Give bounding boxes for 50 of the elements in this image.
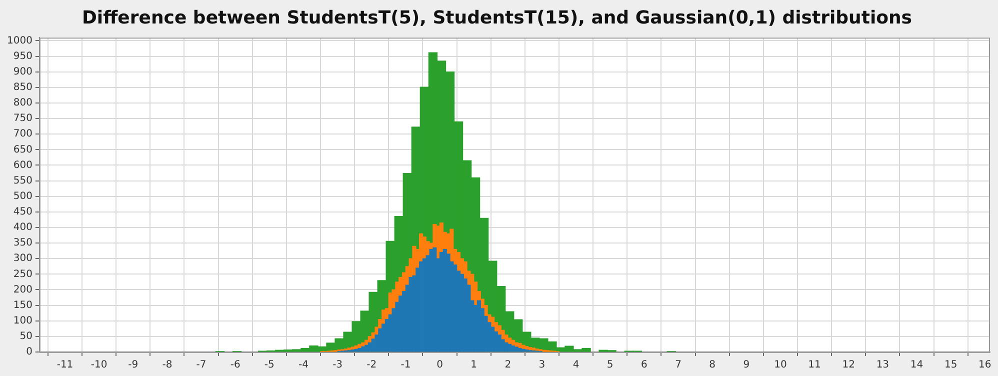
x-tick-label: 12	[842, 360, 855, 371]
x-tick-label: 3	[538, 360, 546, 371]
y-tick-label: 750	[13, 113, 32, 124]
x-tick-label: 8	[709, 360, 716, 371]
y-tick-label: 1000	[6, 35, 32, 46]
y-tick-label: 450	[13, 206, 32, 218]
y-tick-label: 600	[13, 160, 32, 171]
y-tick-label: 250	[13, 268, 32, 280]
x-tick-label: 13	[876, 360, 890, 371]
x-tick-label: 2	[504, 360, 512, 371]
x-tick-label: -11	[56, 360, 74, 371]
y-tick-label: 150	[13, 300, 32, 311]
x-tick-label: -10	[90, 360, 108, 371]
chart-title: Difference between StudentsT(5), StudentsT(15), and Gaussian(0,1) distributions	[82, 7, 912, 28]
y-tick-label: 650	[13, 144, 32, 156]
y-tick-label: 350	[13, 238, 32, 249]
y-tick-label: 900	[13, 66, 32, 78]
y-tick-label: 850	[13, 82, 32, 93]
x-tick-label: -3	[332, 360, 343, 371]
y-tick-label: 0	[26, 346, 32, 358]
x-tick-label: 4	[572, 360, 580, 371]
y-tick-label: 700	[13, 128, 32, 140]
x-tick-label: -1	[400, 360, 411, 371]
y-tick-label: 550	[13, 175, 32, 186]
x-tick-label: 1	[470, 360, 478, 371]
y-tick-label: 500	[13, 190, 32, 202]
x-tick-label: -7	[196, 360, 206, 371]
x-tick-label: 10	[774, 360, 787, 371]
x-tick-label: -8	[162, 360, 172, 371]
x-tick-label: 9	[743, 360, 750, 371]
x-tick-label: -9	[128, 360, 138, 371]
x-tick-label: -2	[366, 360, 377, 371]
x-tick-label: 14	[910, 360, 924, 371]
y-tick-label: 200	[13, 284, 32, 296]
x-tick-label: 0	[436, 360, 443, 371]
x-tick-label: -4	[298, 360, 308, 371]
x-tick-label: 5	[606, 360, 614, 371]
x-tick-label: 15	[944, 360, 958, 371]
x-tick-label: 16	[978, 360, 992, 371]
x-tick-label: -5	[264, 360, 274, 371]
y-tick-label: 400	[13, 222, 32, 234]
y-tick-label: 800	[13, 98, 32, 109]
x-tick-label: 7	[675, 360, 682, 371]
x-tick-label: 11	[808, 360, 821, 371]
y-tick-label: 300	[13, 253, 32, 264]
y-tick-label: 50	[20, 331, 32, 342]
y-tick-label: 100	[13, 315, 32, 326]
x-tick-label: 6	[641, 360, 648, 371]
y-tick-label: 950	[13, 50, 32, 62]
x-tick-label: -6	[230, 360, 240, 371]
